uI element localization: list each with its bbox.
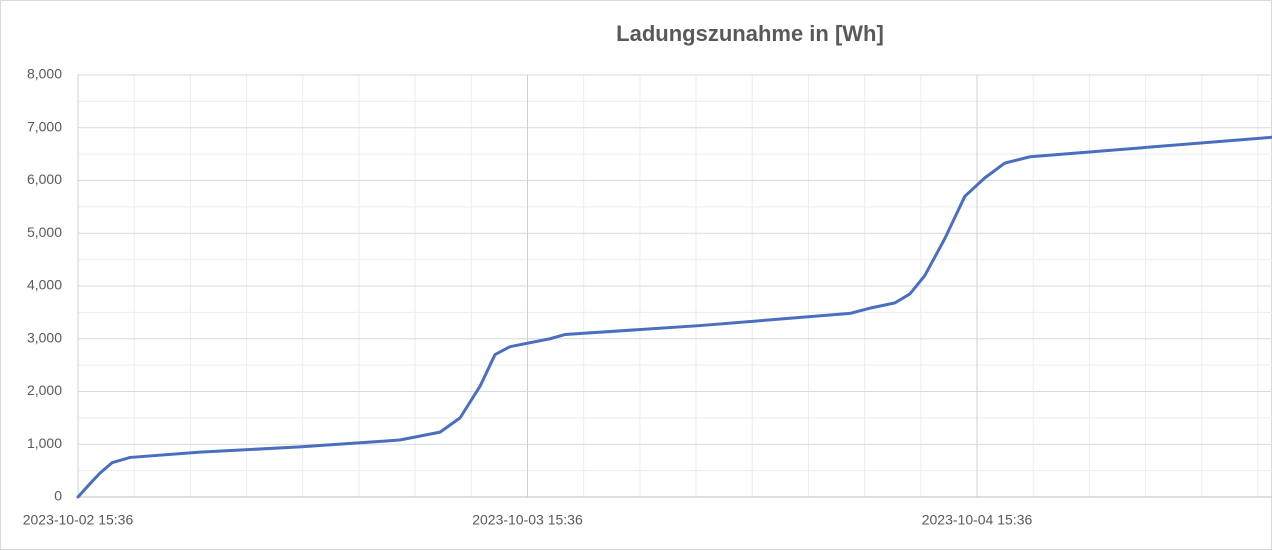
y-tick-label: 8,000 [27, 66, 62, 82]
chart-title: Ladungszunahme in [Wh] [616, 21, 884, 46]
y-tick-label: 0 [54, 488, 62, 504]
y-tick-label: 2,000 [27, 382, 62, 398]
grid [77, 74, 1272, 498]
y-tick-label: 1,000 [27, 435, 62, 451]
y-tick-label: 7,000 [27, 118, 62, 134]
y-tick-label: 3,000 [27, 329, 62, 345]
data-line [76, 135, 1272, 499]
y-tick-label: 5,000 [27, 224, 62, 240]
x-tick-label: 2023-10-04 15:36 [922, 512, 1033, 528]
y-tick-label: 6,000 [27, 171, 62, 187]
x-tick-label: 2023-10-02 15:36 [23, 512, 134, 528]
x-tick-label: 2023-10-03 15:36 [472, 512, 583, 528]
y-tick-label: 4,000 [27, 277, 62, 293]
